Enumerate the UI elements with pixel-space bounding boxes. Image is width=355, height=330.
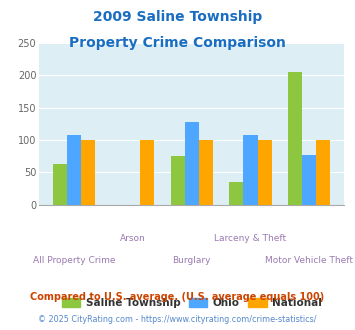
Bar <box>53 164 67 205</box>
Text: Motor Vehicle Theft: Motor Vehicle Theft <box>265 256 353 265</box>
Bar <box>258 140 272 205</box>
Text: All Property Crime: All Property Crime <box>33 256 115 265</box>
Bar <box>81 140 95 205</box>
Bar <box>229 182 244 205</box>
Legend: Saline Township, Ohio, National: Saline Township, Ohio, National <box>58 294 326 313</box>
Text: Compared to U.S. average. (U.S. average equals 100): Compared to U.S. average. (U.S. average … <box>31 292 324 302</box>
Text: Property Crime Comparison: Property Crime Comparison <box>69 36 286 50</box>
Bar <box>185 122 199 205</box>
Bar <box>199 140 213 205</box>
Text: Arson: Arson <box>120 234 146 243</box>
Bar <box>302 155 316 205</box>
Text: Larceny & Theft: Larceny & Theft <box>214 234 286 243</box>
Bar <box>288 72 302 205</box>
Bar <box>316 140 331 205</box>
Text: © 2025 CityRating.com - https://www.cityrating.com/crime-statistics/: © 2025 CityRating.com - https://www.city… <box>38 315 317 324</box>
Bar <box>244 135 258 205</box>
Text: Burglary: Burglary <box>173 256 211 265</box>
Bar <box>170 156 185 205</box>
Bar <box>140 140 154 205</box>
Bar <box>67 135 81 205</box>
Text: 2009 Saline Township: 2009 Saline Township <box>93 10 262 24</box>
